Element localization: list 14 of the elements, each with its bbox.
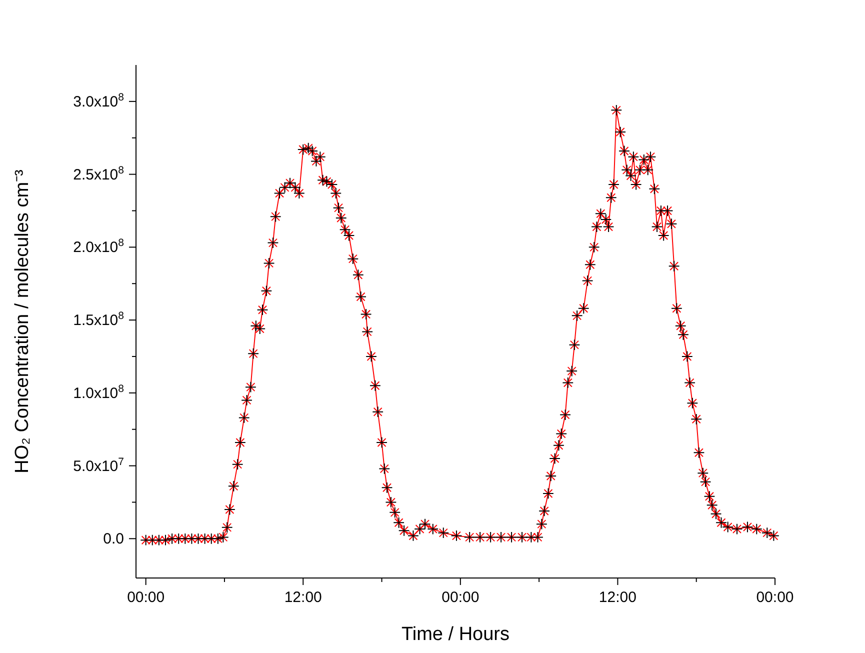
x-tick-label: 00:00 [127, 589, 165, 606]
y-tick-label: 5.0x10$^{7}$ [73, 456, 124, 475]
y-tick-label: 2.0x10$^{8}$ [73, 237, 124, 256]
x-tick-label: 12:00 [598, 589, 636, 606]
x-tick-label: 00:00 [756, 589, 794, 606]
y-tick-label: 0.0 [103, 530, 124, 548]
x-axis-title: Time / Hours [401, 624, 510, 645]
y-tick-label: 2.5x10$^{8}$ [73, 164, 124, 184]
y-tick-label: 1.0x10$^{8}$ [73, 382, 124, 402]
y-tick-label: 1.5x10$^{8}$ [73, 310, 124, 330]
y-tick-label: 3.0x10$^{8}$ [73, 91, 124, 110]
x-tick-label: 12:00 [284, 589, 322, 606]
x-tick-label: 00:00 [442, 589, 480, 606]
y-axis-title: HO₂ Concentration / molecules cm⁻³ [12, 170, 33, 474]
